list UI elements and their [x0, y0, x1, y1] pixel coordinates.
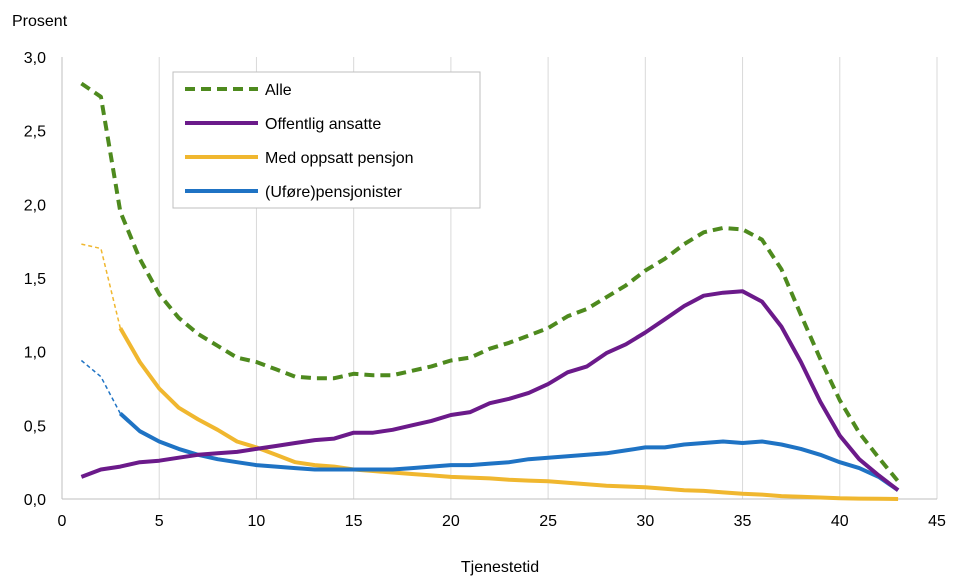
x-tick-label: 40	[831, 513, 849, 530]
x-tick-label: 20	[442, 513, 460, 530]
x-axis-title: Tjenestetid	[461, 559, 539, 576]
legend-label: Offentlig ansatte	[265, 116, 381, 133]
series-line	[118, 412, 900, 492]
x-tick-label: 0	[58, 513, 67, 530]
y-tick-label: 1,5	[24, 271, 46, 288]
y-tick-label: 0,5	[24, 418, 46, 435]
y-tick-label: 2,0	[24, 197, 46, 214]
x-tick-label: 30	[636, 513, 654, 530]
y-tick-label: 3,0	[24, 50, 46, 67]
legend-label: (Uføre)pensjonister	[265, 184, 403, 201]
legend-label: Med oppsatt pensjon	[265, 150, 414, 167]
x-tick-label: 15	[345, 513, 363, 530]
axes: 0 5 10 15 20 25 30 35 40 45 0,0 0,5 1,0 1,5 2,0 2,5 3,0	[24, 50, 946, 530]
x-tick-label: 25	[539, 513, 557, 530]
series-line	[80, 359, 121, 414]
legend: Alle Offentlig ansatte Med oppsatt pensjon…	[172, 71, 481, 209]
x-tick-label: 35	[734, 513, 752, 530]
y-tick-label: 2,5	[24, 124, 46, 141]
legend-box	[172, 71, 481, 209]
y-axis-title: Prosent	[12, 13, 68, 30]
legend-label: Alle	[265, 82, 292, 99]
series-layer	[80, 81, 900, 501]
x-tick-label: 45	[928, 513, 946, 530]
series-line	[118, 327, 899, 501]
series-line	[80, 81, 900, 483]
x-tick-label: 5	[155, 513, 164, 530]
y-tick-label: 0,0	[24, 492, 46, 509]
x-tick-label: 10	[248, 513, 266, 530]
series-line	[81, 243, 122, 329]
y-tick-label: 1,0	[24, 345, 46, 362]
series-line	[80, 289, 900, 492]
